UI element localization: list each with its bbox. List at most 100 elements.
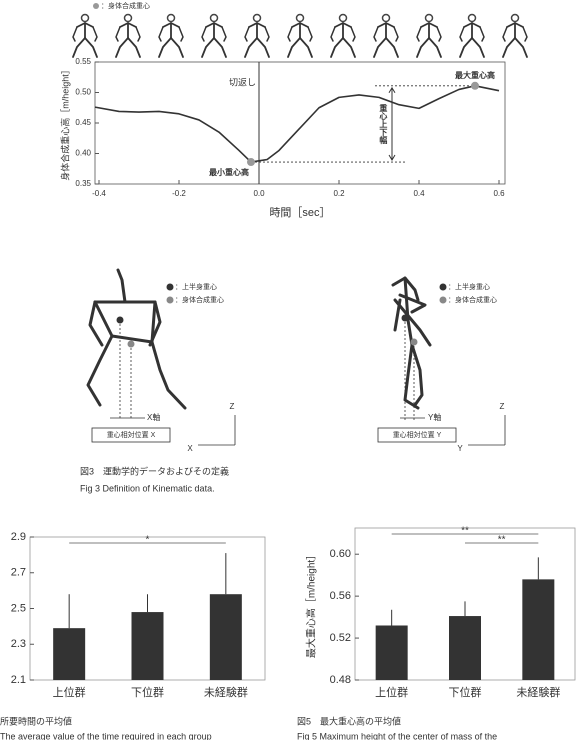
caption-en: Fig 3 Definition of Kinematic data. <box>80 483 215 493</box>
marker-label: 最大重心高 <box>455 70 495 80</box>
stick-figure <box>244 13 270 58</box>
x-tick-label: 上位群 <box>375 685 408 699</box>
polyline-shape <box>88 300 104 347</box>
x-tick-label: 0.6 <box>493 189 505 198</box>
x-tick-label: 0.0 <box>253 189 265 198</box>
polyline-shape <box>403 343 420 410</box>
legend-label: ：上半身重心 <box>448 282 490 291</box>
polyline-shape <box>393 298 432 347</box>
marker <box>247 158 255 167</box>
stick-row <box>72 13 528 58</box>
bar <box>209 594 242 680</box>
rect-shape <box>91 427 171 443</box>
legend-label: ：身体合成重心 <box>448 295 497 304</box>
bar <box>53 628 86 680</box>
y-tick-label: 2.5 <box>11 602 26 614</box>
guides-y <box>377 318 506 446</box>
x-tick-label: 下位群 <box>449 685 482 699</box>
legend-dot <box>93 3 99 9</box>
stick-figure <box>459 13 485 58</box>
stick-figure <box>158 13 184 58</box>
y-tick-label: 0.35 <box>75 179 91 188</box>
axis-tag: X軸 <box>147 412 160 422</box>
legend-label: ：身体合成重心 <box>101 1 150 10</box>
stick-figure <box>72 13 98 58</box>
rect-shape <box>377 427 457 443</box>
y-tick-label: 0.56 <box>330 590 351 602</box>
stick-figure <box>287 13 313 58</box>
legend-dot <box>439 296 447 304</box>
caption: 図3 運動学的データおよびその定義 <box>80 465 229 476</box>
y-tick-label: 0.60 <box>330 548 351 560</box>
x-tick-label: -0.2 <box>172 189 186 198</box>
stick-figure <box>373 13 399 58</box>
axis-letter: Y <box>457 444 463 453</box>
legend-dot <box>439 283 447 291</box>
significance-label: ** <box>498 535 506 546</box>
y-tick-label: 2.1 <box>11 674 26 686</box>
axis-letter: X <box>187 444 193 453</box>
significance-label: * <box>146 535 150 546</box>
x-tick-label: 0.2 <box>333 189 345 198</box>
data-line <box>94 84 500 163</box>
bar <box>375 625 408 680</box>
caption-en: Fig 5 Maximum height of the center of ma… <box>297 731 497 740</box>
x-tick-label: 下位群 <box>131 685 164 699</box>
arrow-head <box>388 86 396 162</box>
upper-cog-dot <box>116 316 124 324</box>
x-tick-label: 0.4 <box>413 189 425 198</box>
polyline-shape <box>391 276 420 302</box>
polyline-shape <box>110 334 154 344</box>
x-tick-label: 未経験群 <box>516 685 560 699</box>
stick-figure <box>330 13 356 58</box>
x-tick-label: 上位群 <box>53 685 86 699</box>
body-diagram-x <box>86 268 187 410</box>
y-tick-label: 0.52 <box>330 632 351 644</box>
polyline-shape <box>410 343 424 407</box>
bar <box>449 616 481 680</box>
range-label: 重心上下幅 <box>379 103 388 145</box>
stick-figure <box>201 13 227 58</box>
legend-dot <box>166 296 174 304</box>
y-tick-label: 2.9 <box>11 531 26 543</box>
polyline-shape <box>86 334 114 407</box>
polyline-shape <box>150 300 157 344</box>
polyline-shape <box>93 300 114 338</box>
axis-letter: Z <box>500 402 505 411</box>
y-tick-label: 2.3 <box>11 638 26 650</box>
y-axis-label: 最大重心高［m/height］ <box>305 550 318 658</box>
polyline-shape <box>116 268 127 304</box>
legend-dot <box>166 283 174 291</box>
x-tick-label: -0.4 <box>92 189 106 198</box>
y-axis-label: 身体合成重心高［m/height］ <box>59 65 70 181</box>
y-tick-label: 2.7 <box>11 567 26 579</box>
bar <box>131 612 164 680</box>
legend-label: ：上半身重心 <box>175 282 217 291</box>
axis-letter: Z <box>230 402 235 411</box>
polyline-shape <box>403 276 414 347</box>
y-tick-label: 0.50 <box>75 88 91 97</box>
stick-figure <box>115 13 141 58</box>
stick-figure <box>416 13 442 58</box>
cog-dot <box>410 338 418 346</box>
caption: 所要時間の平均値 <box>0 715 72 726</box>
marker <box>471 81 479 90</box>
x-tick-label: 未経験群 <box>204 685 248 699</box>
cog-dot <box>127 340 135 348</box>
polyline-shape <box>398 293 427 314</box>
y-tick-label: 0.40 <box>75 149 91 158</box>
turn-label: 切返し <box>229 76 256 87</box>
y-tick-label: 0.55 <box>75 57 91 66</box>
box-label: 重心相対位置 Y <box>393 430 442 439</box>
x-axis-label: 時間［sec］ <box>269 206 330 219</box>
y-tick-label: 0.48 <box>330 674 351 686</box>
polyline-shape <box>150 340 187 410</box>
plot-frame <box>94 61 506 185</box>
caption: 図5 最大重心高の平均値 <box>297 715 401 726</box>
legend-label: ：身体合成重心 <box>175 295 224 304</box>
caption-en: The average value of the time required i… <box>0 731 212 740</box>
guides-x <box>91 320 236 446</box>
upper-cog-dot <box>401 314 409 322</box>
